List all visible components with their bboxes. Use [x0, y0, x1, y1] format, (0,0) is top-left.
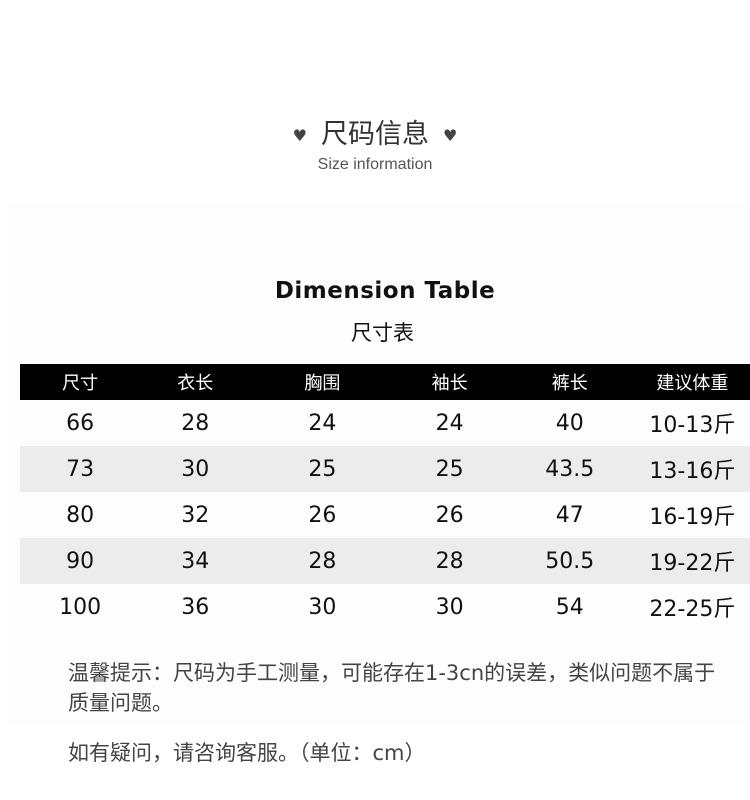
table-cell: 30 — [308, 594, 337, 620]
tip-note: 温馨提示：尺码为手工测量，可能存在1-3cn的误差，类似问题不属于质量问题。 — [68, 661, 716, 715]
table-cell: 66 — [66, 410, 95, 436]
column-header: 裤长 — [504, 364, 635, 400]
table-cell: 50.5 — [504, 538, 635, 584]
table-cell: 28 — [181, 410, 210, 436]
table-cell: 19-22斤 — [634, 538, 750, 584]
section-subtitle: Size information — [317, 156, 433, 173]
table-row: 90 34 28 28 50.5 19-22斤 — [20, 538, 750, 584]
table-cell: 26 — [435, 502, 464, 528]
table-row: 73 30 25 25 43.5 13-16斤 — [20, 446, 750, 492]
table-cell: 34 — [140, 538, 251, 584]
table-row: 66 28 24 24 40 10-13斤 — [20, 400, 750, 446]
table-cell: 100 — [59, 594, 102, 620]
table-cell: 73 — [20, 446, 141, 492]
section-title: ♥ 尺码信息 ♥ — [0, 112, 750, 151]
table-cell: 26 — [308, 502, 337, 528]
contact-note: 如有疑问，请咨询客服。（单位：cm） — [68, 741, 426, 765]
column-header: 建议体重 — [634, 364, 750, 400]
table-subtitle: 尺寸表 — [351, 321, 414, 345]
heart-icon: ♥ — [443, 126, 458, 145]
column-header: 袖长 — [394, 364, 505, 400]
table-cell: 54 — [555, 594, 584, 620]
title-text: 尺码信息 — [321, 119, 429, 150]
size-table: 尺寸 衣长 胸围 袖长 裤长 建议体重 66 28 24 24 40 10-13斤 73 30 25 25 4… — [20, 364, 750, 630]
table-cell: 25 — [250, 446, 395, 492]
table-cell: 10-13斤 — [649, 413, 736, 438]
table-cell: 30 — [140, 446, 251, 492]
table-cell: 24 — [308, 410, 337, 436]
table-cell: 24 — [435, 410, 464, 436]
table-cell: 36 — [181, 594, 210, 620]
heart-icon: ♥ — [292, 126, 307, 145]
table-row: 100 36 30 30 54 22-25斤 — [20, 584, 750, 630]
table-cell: 13-16斤 — [634, 446, 750, 492]
table-cell: 80 — [66, 502, 95, 528]
table-cell: 28 — [394, 538, 505, 584]
table-cell: 43.5 — [504, 446, 635, 492]
column-header: 尺寸 — [20, 364, 141, 400]
table-title: Dimension Table — [274, 278, 496, 304]
column-header: 衣长 — [140, 364, 251, 400]
table-cell: 47 — [555, 502, 584, 528]
table-cell: 90 — [20, 538, 141, 584]
table-cell: 16-19斤 — [649, 505, 736, 530]
table-row: 80 32 26 26 47 16-19斤 — [20, 492, 750, 538]
table-cell: 25 — [394, 446, 505, 492]
table-cell: 22-25斤 — [649, 597, 736, 622]
table-cell: 30 — [435, 594, 464, 620]
table-cell: 40 — [555, 410, 584, 436]
table-header-row: 尺寸 衣长 胸围 袖长 裤长 建议体重 — [20, 364, 750, 400]
table-cell: 32 — [181, 502, 210, 528]
column-header: 胸围 — [250, 364, 395, 400]
table-cell: 28 — [250, 538, 395, 584]
